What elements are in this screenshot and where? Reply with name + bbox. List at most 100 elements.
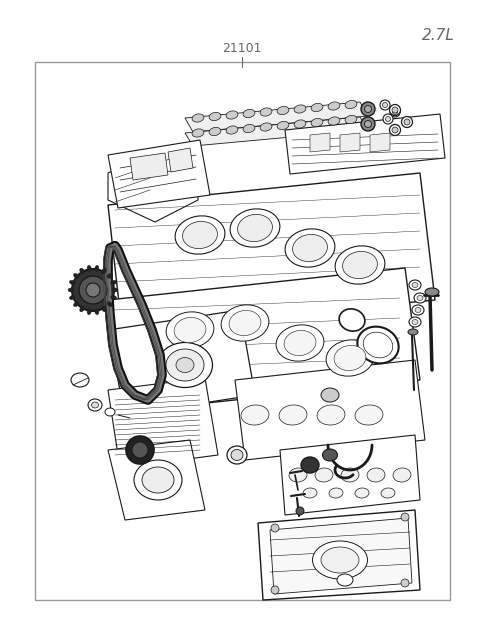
Ellipse shape xyxy=(221,305,269,341)
Ellipse shape xyxy=(72,269,114,311)
Ellipse shape xyxy=(367,468,385,482)
Ellipse shape xyxy=(323,449,337,461)
Ellipse shape xyxy=(226,111,238,119)
Ellipse shape xyxy=(345,100,357,109)
Ellipse shape xyxy=(86,283,100,297)
Ellipse shape xyxy=(70,281,75,285)
Ellipse shape xyxy=(231,450,243,460)
Ellipse shape xyxy=(79,276,107,304)
Ellipse shape xyxy=(134,460,182,500)
Ellipse shape xyxy=(238,215,273,241)
Polygon shape xyxy=(108,152,198,222)
Ellipse shape xyxy=(321,388,339,402)
Ellipse shape xyxy=(73,274,79,278)
Ellipse shape xyxy=(80,306,84,312)
Ellipse shape xyxy=(294,105,306,113)
Polygon shape xyxy=(270,518,412,594)
Ellipse shape xyxy=(409,317,421,327)
Ellipse shape xyxy=(404,119,410,125)
Ellipse shape xyxy=(174,317,206,343)
Ellipse shape xyxy=(73,302,79,307)
Ellipse shape xyxy=(294,120,306,128)
Ellipse shape xyxy=(343,251,377,279)
Polygon shape xyxy=(130,153,168,180)
Ellipse shape xyxy=(409,280,421,290)
Ellipse shape xyxy=(87,309,91,315)
Ellipse shape xyxy=(334,345,366,371)
Ellipse shape xyxy=(126,436,154,464)
Ellipse shape xyxy=(355,405,383,425)
Ellipse shape xyxy=(276,325,324,361)
Ellipse shape xyxy=(381,488,395,498)
Ellipse shape xyxy=(279,405,307,425)
Polygon shape xyxy=(235,360,425,460)
Ellipse shape xyxy=(401,513,409,521)
Ellipse shape xyxy=(341,468,359,482)
Polygon shape xyxy=(108,310,255,415)
Ellipse shape xyxy=(380,100,390,110)
Ellipse shape xyxy=(271,524,279,532)
Ellipse shape xyxy=(389,104,400,116)
Ellipse shape xyxy=(364,106,372,113)
Ellipse shape xyxy=(383,114,393,124)
Ellipse shape xyxy=(107,274,112,278)
Ellipse shape xyxy=(337,574,353,586)
Bar xyxy=(35,62,450,600)
Ellipse shape xyxy=(345,116,357,124)
Ellipse shape xyxy=(361,117,375,131)
Ellipse shape xyxy=(357,327,399,363)
Ellipse shape xyxy=(417,295,423,300)
Ellipse shape xyxy=(243,124,255,132)
Ellipse shape xyxy=(355,488,369,498)
Ellipse shape xyxy=(293,234,327,262)
Ellipse shape xyxy=(328,117,340,125)
Ellipse shape xyxy=(311,103,323,111)
Ellipse shape xyxy=(209,128,221,136)
Ellipse shape xyxy=(393,109,397,114)
Polygon shape xyxy=(108,440,205,520)
Ellipse shape xyxy=(175,216,225,254)
Ellipse shape xyxy=(87,266,91,271)
Polygon shape xyxy=(168,148,193,172)
Ellipse shape xyxy=(412,320,418,325)
Polygon shape xyxy=(185,102,368,132)
Ellipse shape xyxy=(284,330,316,356)
Ellipse shape xyxy=(112,288,118,292)
Ellipse shape xyxy=(241,405,269,425)
Ellipse shape xyxy=(328,102,340,110)
Ellipse shape xyxy=(392,127,398,133)
Ellipse shape xyxy=(389,124,400,136)
Ellipse shape xyxy=(415,307,421,312)
Ellipse shape xyxy=(132,442,148,458)
Ellipse shape xyxy=(277,106,289,114)
Ellipse shape xyxy=(102,268,106,274)
Ellipse shape xyxy=(80,268,84,274)
Ellipse shape xyxy=(166,312,214,348)
Ellipse shape xyxy=(166,349,204,381)
Ellipse shape xyxy=(68,288,74,292)
Ellipse shape xyxy=(209,113,221,121)
Ellipse shape xyxy=(70,295,75,300)
Ellipse shape xyxy=(329,488,343,498)
Ellipse shape xyxy=(289,468,307,482)
Ellipse shape xyxy=(393,468,411,482)
Polygon shape xyxy=(370,133,390,152)
Ellipse shape xyxy=(315,468,333,482)
Ellipse shape xyxy=(260,123,272,131)
Ellipse shape xyxy=(361,102,375,116)
Ellipse shape xyxy=(105,408,115,416)
Ellipse shape xyxy=(296,507,304,515)
Ellipse shape xyxy=(408,329,418,335)
Ellipse shape xyxy=(311,118,323,127)
Ellipse shape xyxy=(317,405,345,425)
Ellipse shape xyxy=(401,579,409,587)
Ellipse shape xyxy=(412,305,424,315)
Ellipse shape xyxy=(192,114,204,122)
Ellipse shape xyxy=(271,586,279,594)
Polygon shape xyxy=(258,510,420,600)
Ellipse shape xyxy=(385,116,391,121)
Polygon shape xyxy=(108,268,420,412)
Ellipse shape xyxy=(88,399,102,411)
Ellipse shape xyxy=(226,126,238,134)
Ellipse shape xyxy=(392,107,398,113)
